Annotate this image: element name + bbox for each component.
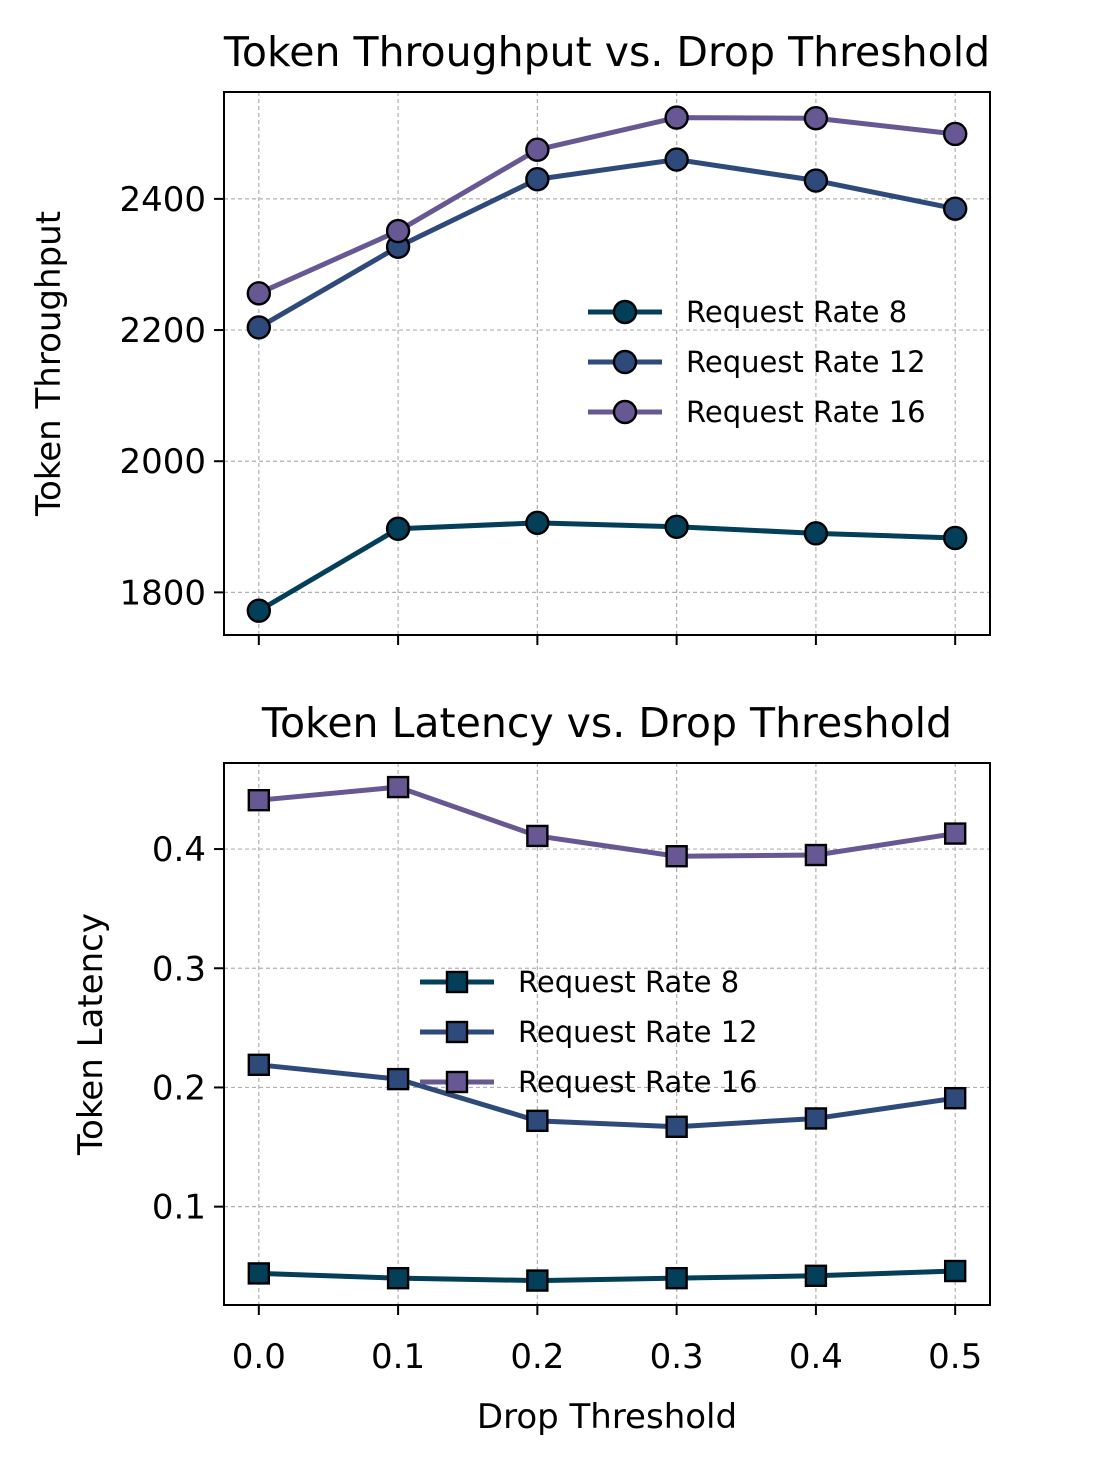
throughput-chart-title: Token Throughput vs. Drop Threshold xyxy=(223,28,990,76)
latency-xtick-label: 0.1 xyxy=(371,1337,425,1377)
throughput-series-point-3 xyxy=(803,106,829,131)
latency-series-point-1 xyxy=(386,1266,410,1290)
latency-series-point-2 xyxy=(526,1109,549,1133)
latency-xtick-label: 0.5 xyxy=(928,1337,982,1377)
throughput-series-point-2 xyxy=(942,196,968,221)
latency-xtick-label: 0.0 xyxy=(232,1337,286,1377)
latency-series-point-3 xyxy=(804,843,828,867)
latency-ytick-label: 0.2 xyxy=(152,1068,206,1108)
latency-panel: 0.0 0.1 0.2 0.3 0.4 0.5 0.1 0.2 0.3 0.4 Token Late… xyxy=(71,699,991,1437)
throughput-series-point-3 xyxy=(942,121,968,147)
throughput-legend: Request Rate 8 Request Rate 12 Request Rat… xyxy=(588,295,926,429)
throughput-series-point-1 xyxy=(385,516,411,541)
throughput-ytick-label: 1800 xyxy=(119,573,206,613)
throughput-series-line-1 xyxy=(256,520,958,614)
latency-series-point-3 xyxy=(665,845,688,868)
latency-legend-marker xyxy=(445,970,469,994)
throughput-series-point-3 xyxy=(385,218,411,244)
latency-xtick-label: 0.3 xyxy=(650,1337,704,1377)
latency-series-point-1 xyxy=(943,1259,967,1283)
latency-series-line-3 xyxy=(256,784,958,859)
throughput-legend-label: Request Rate 16 xyxy=(686,395,926,429)
latency-series-point-3 xyxy=(247,788,271,812)
throughput-series-point-3 xyxy=(246,281,272,306)
throughput-series-point-2 xyxy=(803,168,829,193)
latency-series-point-3 xyxy=(526,824,549,848)
latency-series-point-3 xyxy=(386,775,410,799)
latency-legend-label: Request Rate 12 xyxy=(518,1015,758,1049)
throughput-series-point-1 xyxy=(664,514,689,539)
latency-series-point-2 xyxy=(804,1107,828,1130)
throughput-series-point-2 xyxy=(246,315,272,340)
latency-axes-frame xyxy=(223,762,991,1306)
latency-series-point-2 xyxy=(386,1067,410,1091)
throughput-series-point-2 xyxy=(525,167,550,192)
throughput-series-point-2 xyxy=(664,147,689,172)
throughput-series-point-1 xyxy=(803,521,829,546)
throughput-axes-frame xyxy=(223,91,991,636)
latency-legend-label: Request Rate 16 xyxy=(518,1065,758,1099)
throughput-series-point-1 xyxy=(246,598,272,623)
latency-series-line-1 xyxy=(256,1268,958,1284)
throughput-ytick-label: 2200 xyxy=(119,311,206,351)
throughput-series-point-3 xyxy=(525,137,550,162)
latency-series-line-2 xyxy=(256,1062,958,1130)
latency-series-point-3 xyxy=(943,822,967,845)
throughput-series-line-3 xyxy=(256,115,958,296)
throughput-panel: 1800 2000 2200 2400 Token Throughput vs. Dro… xyxy=(29,28,991,645)
latency-legend-marker xyxy=(445,1070,469,1094)
latency-series-point-1 xyxy=(247,1262,271,1285)
latency-series-point-1 xyxy=(804,1264,828,1287)
throughput-ytick-label: 2400 xyxy=(119,180,206,220)
latency-ytick-label: 0.3 xyxy=(152,949,206,989)
latency-series-point-2 xyxy=(247,1053,271,1077)
throughput-series-point-1 xyxy=(942,525,968,551)
latency-xtick-label: 0.2 xyxy=(510,1337,564,1377)
latency-xtick-label: 0.4 xyxy=(789,1337,843,1377)
latency-legend-marker xyxy=(445,1020,469,1044)
latency-series-point-2 xyxy=(665,1115,688,1138)
latency-y-axis-label: Token Latency xyxy=(71,913,111,1156)
throughput-legend-marker xyxy=(612,299,638,325)
throughput-legend-label: Request Rate 12 xyxy=(686,345,926,379)
throughput-legend-marker xyxy=(612,399,638,425)
latency-legend: Request Rate 8 Request Rate 12 Request Rat… xyxy=(420,965,758,1099)
throughput-y-axis-label: Token Throughput xyxy=(29,211,69,517)
latency-ytick-label: 0.1 xyxy=(152,1188,206,1228)
throughput-series-point-1 xyxy=(525,510,550,536)
throughput-legend-marker xyxy=(612,349,638,375)
latency-ytick-label: 0.4 xyxy=(152,830,206,870)
latency-x-axis-label: Drop Threshold xyxy=(477,1397,737,1437)
latency-series-point-1 xyxy=(526,1269,549,1292)
latency-series-point-1 xyxy=(665,1266,688,1290)
latency-series-point-2 xyxy=(943,1086,967,1110)
throughput-series-point-3 xyxy=(664,105,689,130)
throughput-ytick-label: 2000 xyxy=(119,442,206,482)
throughput-series-line-2 xyxy=(256,157,958,330)
latency-chart-title: Token Latency vs. Drop Threshold xyxy=(261,699,952,747)
latency-legend-label: Request Rate 8 xyxy=(518,965,739,999)
throughput-legend-label: Request Rate 8 xyxy=(686,295,907,329)
